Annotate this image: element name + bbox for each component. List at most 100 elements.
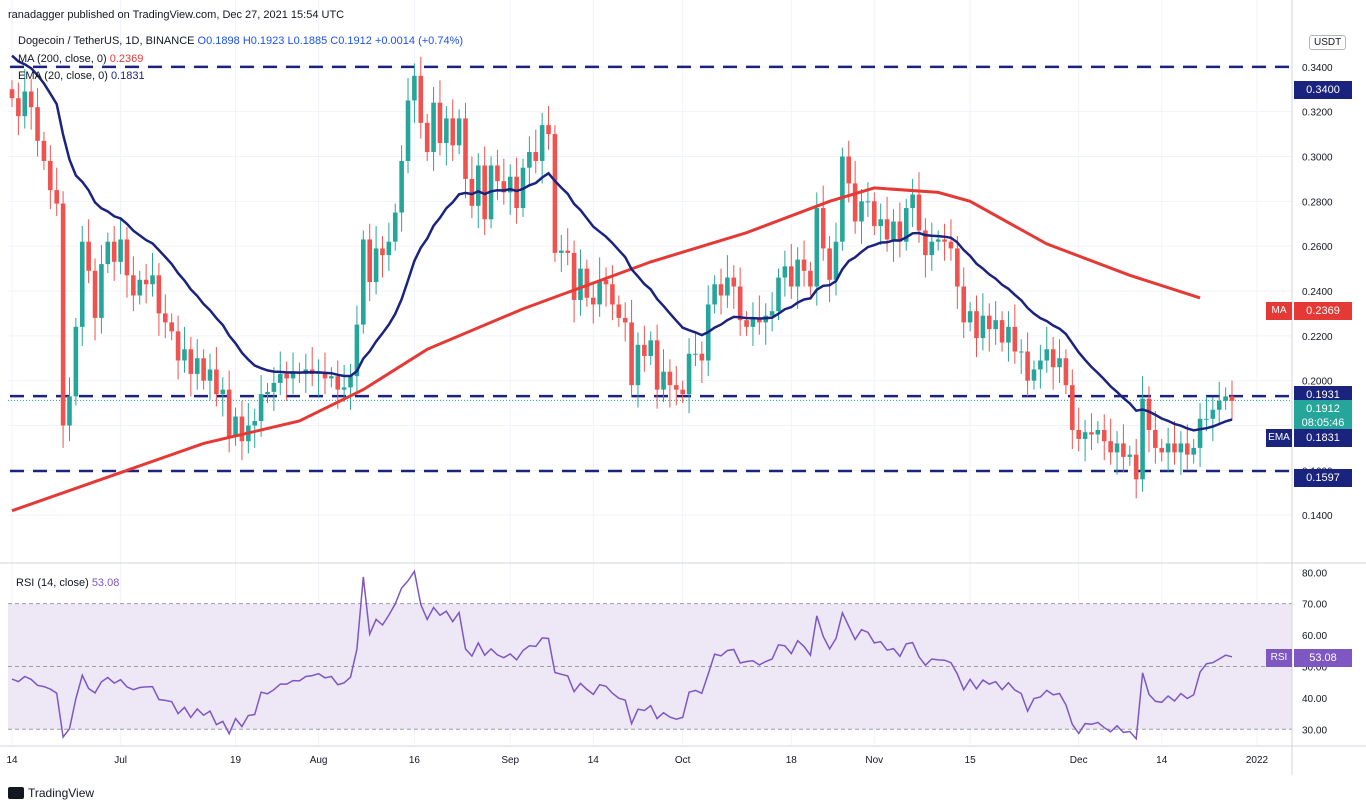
ma-legend-value: 0.2369 [109,53,144,65]
price-tick-label: 0.1400 [1302,511,1333,522]
time-tick-label: 18 [786,755,798,766]
candle-body [948,241,954,249]
candle-body [999,320,1005,343]
axes: 0.14000.16000.18000.20000.22000.24000.26… [0,0,1366,775]
candle-body [1006,326,1011,343]
candle-body [546,125,551,135]
candle-body [399,160,404,213]
candle-body [169,322,174,332]
candle-body [41,140,47,161]
candle-body [827,248,832,280]
candle-body [667,371,673,386]
candle-body [99,264,104,318]
ohlc-high: H0.1923 [242,35,285,47]
candle-body [750,317,756,327]
candle-body [354,324,360,377]
candle-body [795,259,800,287]
ema-legend[interactable]: EMA (20, close, 0) 0.1831 [18,70,145,82]
candle-body [1101,429,1107,442]
candle-body [258,394,264,422]
candle-body [1089,432,1094,435]
last-price-box: 0.1912 08:05:46 [1294,400,1352,434]
candle-body [92,270,98,318]
rsi-band [8,603,1292,730]
candle-body [450,118,456,146]
candle-body [865,201,871,203]
price-tick-label: 0.3400 [1302,63,1333,74]
price-tick-label: 0.2000 [1302,377,1333,388]
time-tick-label: Aug [310,755,328,766]
candle-body [923,230,928,256]
candle-body [578,268,583,300]
currency-button[interactable]: USDT [1309,35,1347,50]
candle-body [79,241,85,327]
candle-body [993,320,998,330]
time-tick-label: 14 [6,755,18,766]
ohlc-open: O0.1898 [197,35,240,47]
rsi-price-box: 53.08 [1294,649,1352,667]
candle-body [1197,418,1203,448]
candle-body [1140,398,1145,480]
candle-body [1204,418,1209,420]
candle-body [124,239,130,276]
candle-body [156,275,162,314]
candle-body [533,152,539,161]
candle-body [252,421,258,426]
candle-body [322,371,328,379]
candle-body [111,241,117,262]
footer-brand: TradingView [28,786,95,800]
candle-body [782,266,788,278]
ema-20-line [11,54,1233,432]
candle-body [463,118,468,179]
candle-body [757,317,762,323]
ema-legend-value: 0.1831 [110,70,145,82]
rsi-tag: RSI [1266,649,1292,667]
candle-body [1223,396,1228,401]
candle-body [642,344,647,357]
candle-body [1146,398,1152,430]
candle-body [935,239,941,242]
rsi-tick-label: 30.00 [1302,725,1327,736]
footer[interactable]: TradingView [8,786,94,800]
candle-body [571,252,577,300]
symbol-name[interactable]: Dogecoin / TetherUS, 1D, BINANCE [18,35,195,47]
candle-body [699,353,705,361]
candle-body [744,320,749,327]
candle-body [475,165,481,206]
candle-body [1012,326,1018,352]
price-tick-label: 0.3000 [1302,153,1333,164]
time-tick-label: 19 [230,755,242,766]
candle-body [35,107,40,141]
candle-body [610,284,615,305]
candle-body [846,156,852,184]
ema-price-box: 0.1831 [1294,429,1352,447]
candle-body [1172,443,1177,453]
candle-body [872,201,877,226]
rsi-panel [8,569,1292,741]
candle-body [1229,396,1235,401]
candle-body [712,284,717,305]
ema-legend-label: EMA (20, close, 0) [18,70,108,82]
candle-body [776,277,781,312]
level-top-price-box: 0.3400 [1294,81,1352,99]
ma-legend[interactable]: MA (200, close, 0) 0.2369 [18,53,143,65]
tradingview-logo-icon [8,787,24,799]
price-tick-label: 0.2200 [1302,332,1333,343]
candle-body [182,349,187,361]
candle-body [348,376,353,388]
candle-body [373,248,379,283]
rsi-legend-value: 53.08 [91,577,120,589]
candle-body [1044,349,1050,361]
time-tick-label: 16 [409,755,421,766]
time-tick-label: Dec [1070,755,1088,766]
candle-body [501,181,507,193]
rsi-legend[interactable]: RSI (14, close) 53.08 [16,577,119,589]
time-tick-label: 2022 [1246,755,1269,766]
candle-body [622,317,628,323]
candle-body [329,376,334,379]
candle-body [54,190,60,204]
candle-body [661,371,666,390]
time-tick-label: Oct [675,755,691,766]
candle-body [1018,351,1024,353]
